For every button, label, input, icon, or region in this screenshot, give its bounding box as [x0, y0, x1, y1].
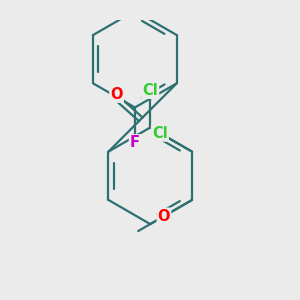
Text: O: O	[110, 87, 123, 102]
Text: Cl: Cl	[142, 83, 158, 98]
Text: F: F	[130, 135, 140, 150]
Text: Cl: Cl	[152, 126, 168, 141]
Text: O: O	[158, 209, 170, 224]
